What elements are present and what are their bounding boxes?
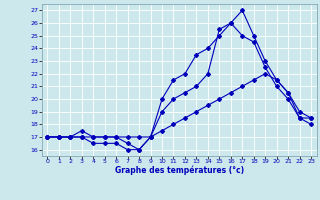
X-axis label: Graphe des températures (°c): Graphe des températures (°c) [115,166,244,175]
